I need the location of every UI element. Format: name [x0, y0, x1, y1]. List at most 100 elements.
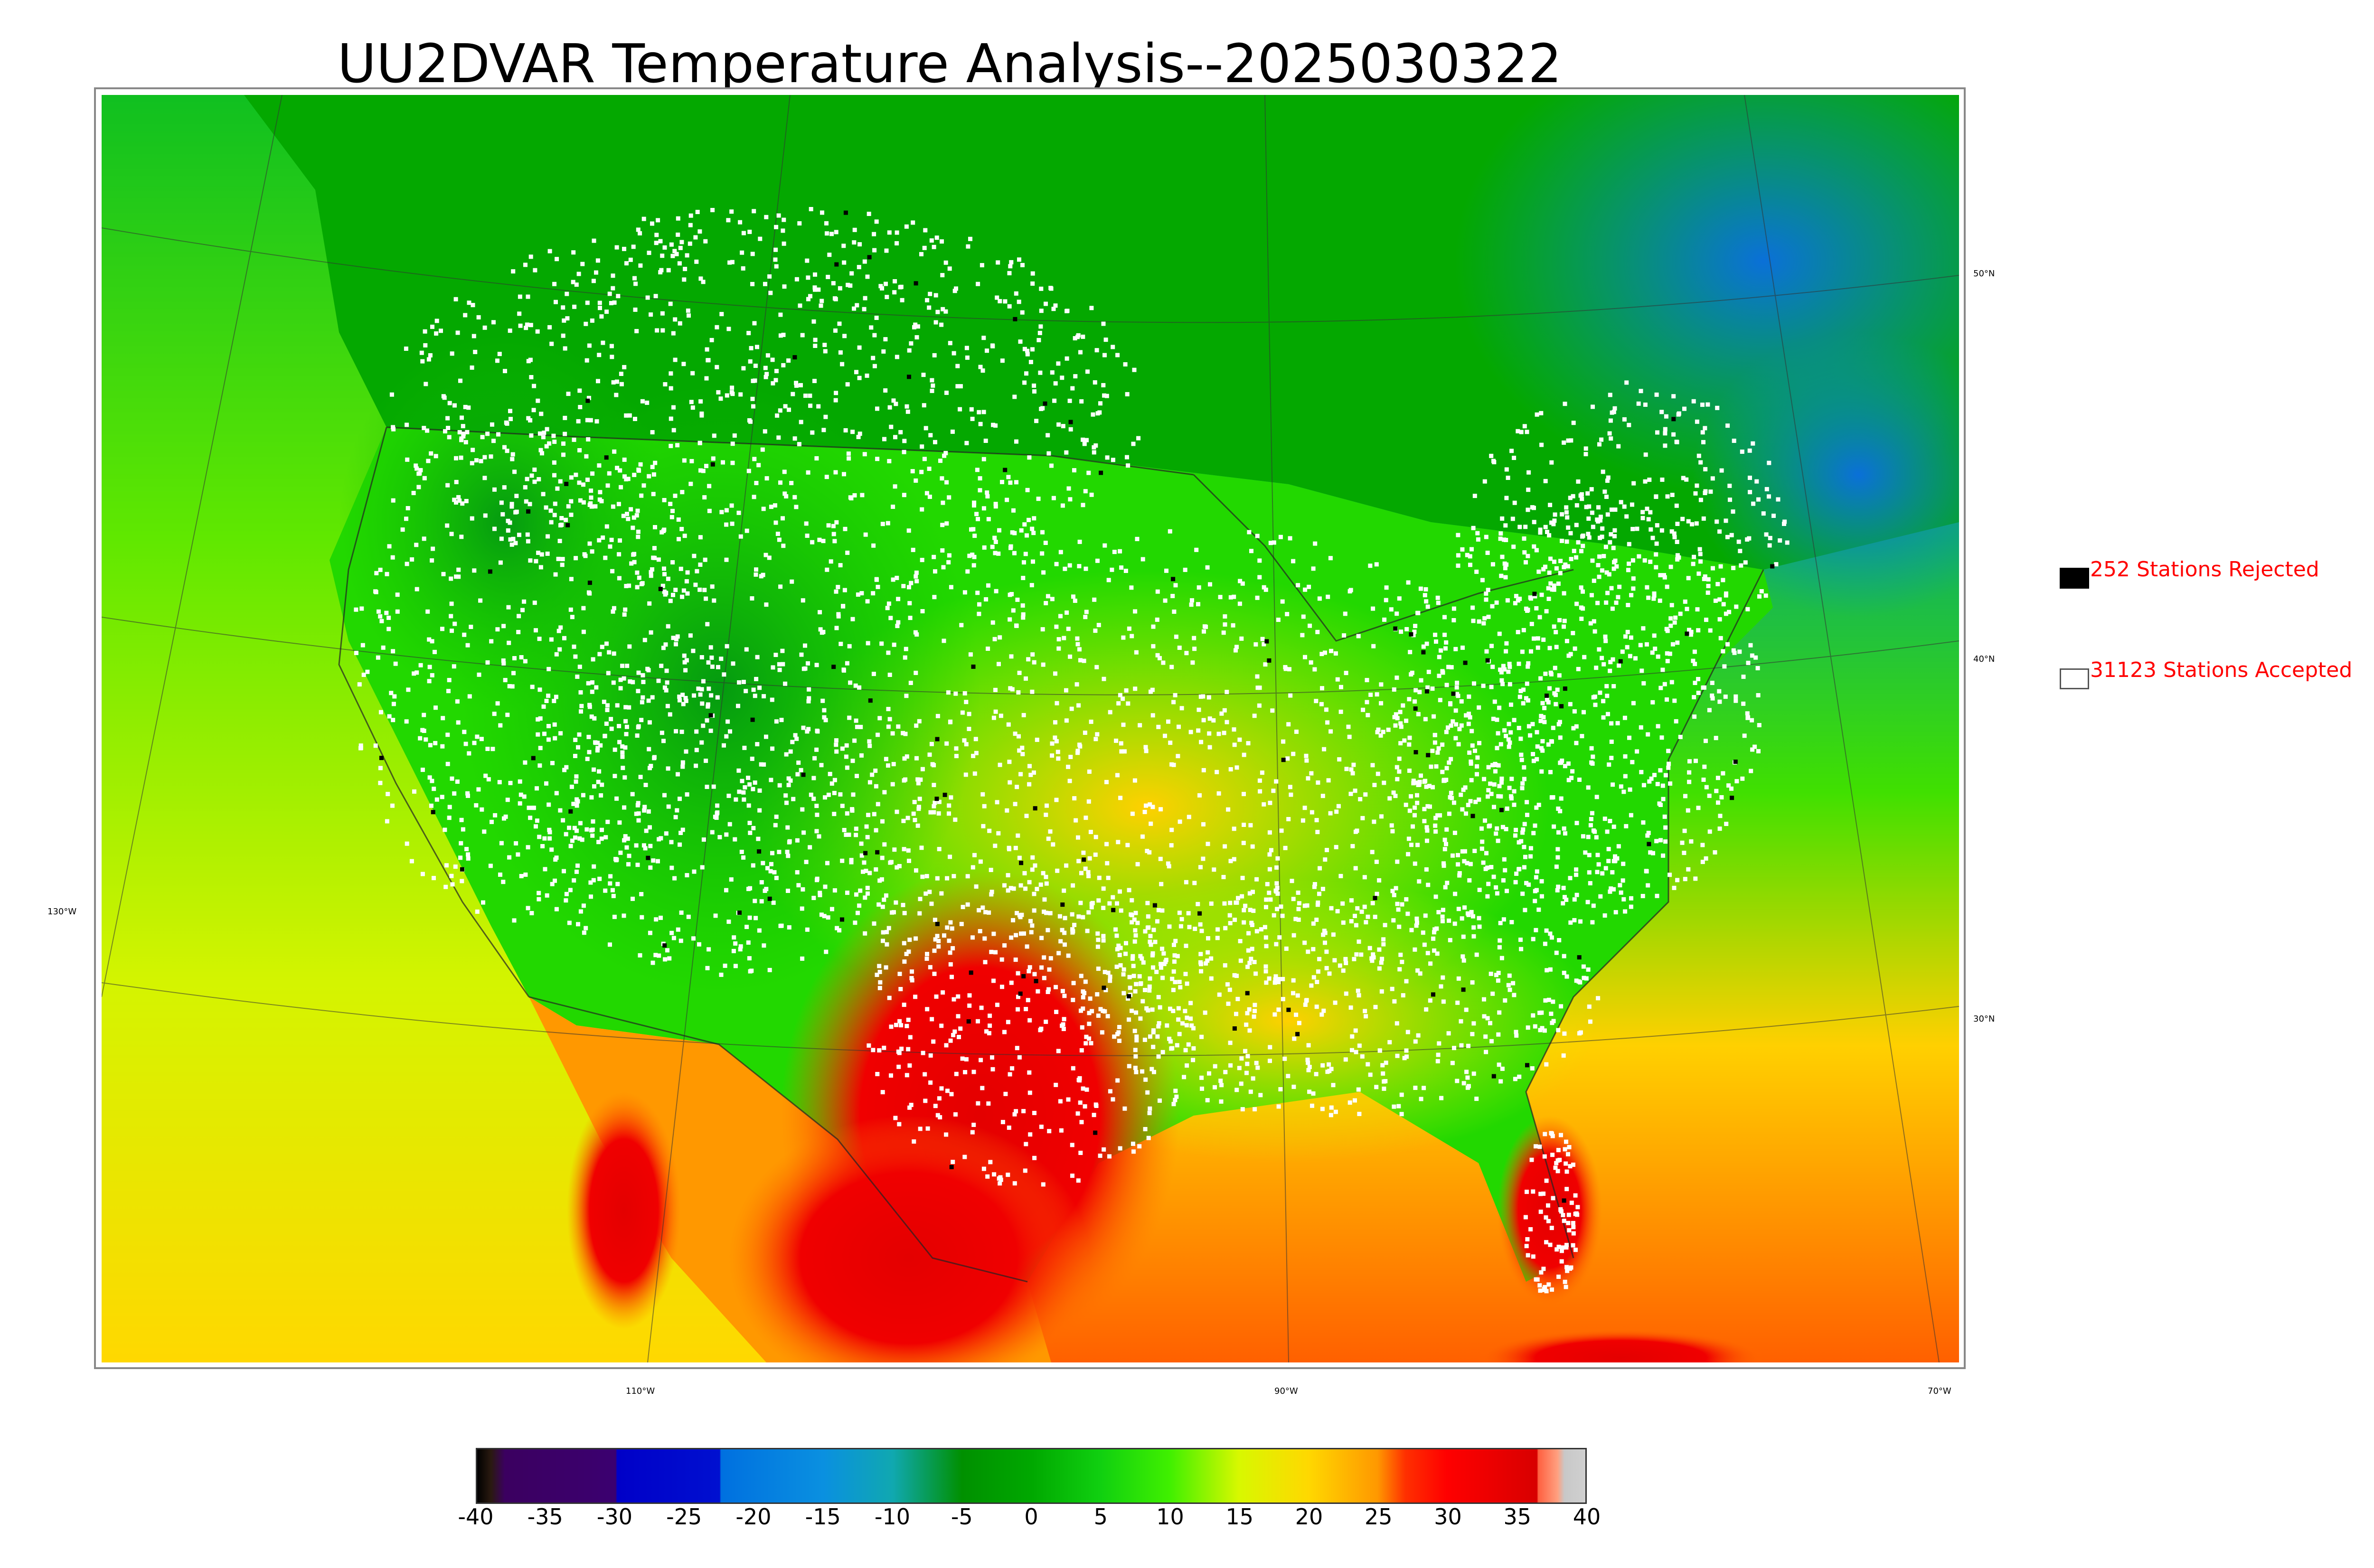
accepted-station-marker [1561, 885, 1566, 890]
accepted-station-marker [1521, 687, 1526, 692]
accepted-station-marker [1498, 938, 1502, 943]
accepted-station-marker [1237, 737, 1242, 742]
accepted-station-marker [844, 743, 849, 748]
accepted-station-marker [1093, 835, 1098, 839]
accepted-station-marker [1242, 920, 1246, 925]
accepted-station-marker [896, 620, 901, 625]
accepted-station-marker [1593, 703, 1598, 707]
accepted-station-marker [1686, 867, 1691, 872]
accepted-station-marker [1014, 933, 1018, 938]
accepted-station-marker [921, 373, 926, 377]
west-coast [338, 427, 530, 997]
accepted-station-marker [859, 841, 864, 846]
accepted-station-marker [412, 789, 416, 794]
accepted-station-marker [866, 891, 870, 896]
accepted-station-marker [1485, 894, 1490, 899]
accepted-station-marker [414, 463, 418, 468]
accepted-station-marker [1373, 1005, 1378, 1009]
accepted-station-marker [1499, 573, 1504, 578]
accepted-station-marker [1170, 1046, 1175, 1051]
accepted-station-marker [1076, 914, 1081, 919]
accepted-station-marker [1201, 822, 1206, 826]
accepted-station-marker [764, 215, 769, 219]
accepted-station-marker [964, 1057, 969, 1061]
accepted-station-marker [455, 699, 460, 704]
accepted-station-marker [1150, 713, 1155, 718]
accepted-station-marker [876, 902, 881, 907]
accepted-station-marker [885, 942, 889, 947]
accepted-station-marker [564, 517, 568, 522]
accepted-station-marker [1743, 560, 1748, 565]
accepted-station-marker [1441, 861, 1446, 866]
accepted-station-marker [1218, 1079, 1223, 1083]
accepted-station-marker [1133, 1066, 1138, 1070]
accepted-station-marker [996, 260, 1000, 265]
accepted-station-marker [1391, 790, 1396, 795]
accepted-station-marker [959, 623, 964, 628]
accepted-station-marker [1187, 925, 1192, 930]
accepted-station-marker [890, 731, 895, 736]
accepted-station-marker [636, 535, 641, 539]
accepted-station-marker [933, 569, 937, 574]
accepted-station-marker [852, 227, 857, 232]
accepted-station-marker [846, 282, 850, 287]
accepted-station-marker [865, 599, 870, 604]
accepted-station-marker [932, 353, 937, 357]
accepted-station-marker [534, 628, 538, 633]
accepted-station-marker [1013, 802, 1017, 807]
accepted-station-marker [948, 920, 953, 925]
accepted-station-marker [755, 345, 759, 349]
accepted-station-marker [1631, 586, 1636, 591]
accepted-station-marker [1134, 1070, 1139, 1074]
accepted-station-marker [1039, 286, 1044, 291]
accepted-station-marker [665, 948, 669, 953]
accepted-station-marker [953, 691, 958, 696]
accepted-station-marker [554, 791, 559, 796]
accepted-station-marker [1045, 803, 1049, 808]
accepted-station-marker [716, 390, 721, 394]
accepted-station-marker [832, 778, 837, 782]
accepted-station-marker [1713, 850, 1717, 854]
accepted-station-marker [1698, 552, 1703, 556]
accepted-station-marker [1477, 797, 1481, 802]
accepted-station-marker [1556, 582, 1561, 586]
accepted-station-marker [997, 528, 1001, 533]
accepted-station-marker [1697, 547, 1702, 552]
accepted-station-marker [1238, 939, 1243, 943]
accepted-station-marker [1734, 604, 1739, 609]
accepted-station-marker [1173, 1089, 1178, 1093]
accepted-station-marker [1021, 1109, 1026, 1114]
accepted-station-marker [1350, 771, 1355, 776]
accepted-station-marker [825, 231, 829, 236]
accepted-station-marker [1565, 515, 1570, 520]
accepted-station-marker [601, 340, 605, 345]
accepted-station-marker [529, 911, 534, 915]
accepted-station-marker [906, 848, 911, 853]
accepted-station-marker [1513, 833, 1517, 838]
accepted-station-marker [1494, 831, 1498, 836]
rejected-station-marker [935, 921, 940, 926]
accepted-station-marker [1474, 569, 1479, 574]
accepted-station-marker [1015, 597, 1020, 602]
accepted-station-marker [1606, 847, 1611, 852]
accepted-station-marker [1192, 636, 1196, 640]
accepted-station-marker [862, 452, 867, 457]
accepted-station-marker [1571, 1163, 1575, 1167]
accepted-station-marker [1391, 918, 1396, 923]
accepted-station-marker [1228, 921, 1233, 926]
accepted-station-marker [357, 682, 362, 687]
accepted-station-marker [1274, 881, 1279, 886]
accepted-station-marker [551, 433, 556, 438]
accepted-station-marker [688, 633, 693, 638]
accepted-station-marker [944, 741, 949, 746]
accepted-station-marker [963, 772, 968, 777]
accepted-station-marker [1638, 643, 1643, 648]
accepted-station-marker [1228, 1041, 1233, 1045]
accepted-station-marker [1415, 793, 1419, 798]
accepted-station-marker [1468, 715, 1472, 720]
temperature-map[interactable] [102, 95, 1959, 1362]
accepted-station-marker [1105, 455, 1110, 460]
accepted-station-marker [1343, 611, 1347, 616]
accepted-station-marker [690, 371, 695, 376]
accepted-station-marker [554, 907, 559, 911]
